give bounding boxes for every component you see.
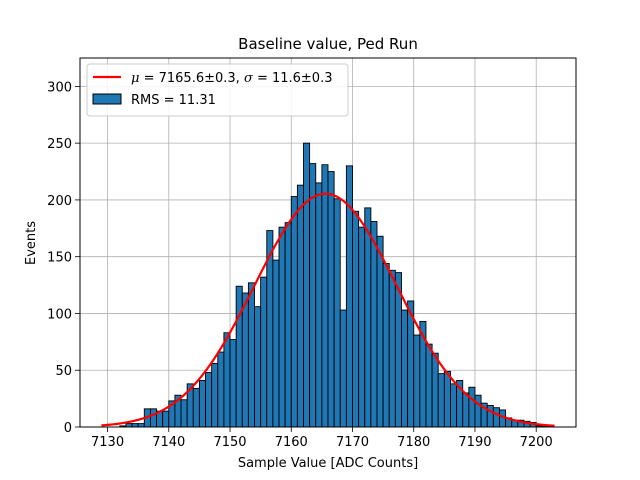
y-axis-label: Events [24, 221, 39, 265]
histogram-bar [425, 343, 433, 428]
x-tick-label: 7180 [397, 435, 430, 450]
histogram-bar [217, 351, 225, 428]
histogram-bar [499, 409, 507, 428]
histogram-bar [198, 379, 206, 428]
histogram-bar [450, 383, 458, 428]
histogram-bar [278, 226, 286, 428]
histogram-bar [352, 210, 360, 428]
histogram-bar [162, 410, 170, 428]
legend-fit-label: μ = 7165.6±0.3, σ = 11.6±0.3 [131, 71, 332, 86]
histogram-bar [247, 282, 255, 428]
y-tick-label: 100 [47, 307, 72, 322]
y-tick-label: 50 [55, 364, 72, 379]
histogram-bar [437, 373, 445, 428]
legend-histogram-swatch [92, 93, 122, 105]
histogram-bar [413, 334, 421, 428]
x-axis-ticks: 7130 7140 7150 7160 7170 7180 7190 7200 [91, 427, 553, 450]
histogram-bar [180, 399, 188, 428]
histogram-bar [137, 423, 145, 428]
axes-frame [79, 57, 577, 428]
y-tick-label: 200 [47, 194, 72, 209]
histogram-bar [149, 408, 157, 428]
chart-title: Baseline value, Ped Run [238, 35, 418, 53]
y-tick-label: 0 [64, 421, 72, 436]
histogram-bar [254, 306, 262, 428]
histogram-bar [443, 370, 451, 428]
x-tick-label: 7200 [520, 435, 553, 450]
histogram-bar [376, 235, 384, 428]
histogram-bar [284, 222, 292, 428]
histogram-bar [486, 404, 494, 428]
x-tick-label: 7170 [336, 435, 369, 450]
histogram-bar [192, 387, 200, 428]
y-tick-label: 150 [47, 251, 72, 266]
histogram-bar [388, 269, 396, 428]
legend: μ = 7165.6±0.3, σ = 11.6±0.3 RMS = 11.31 [86, 63, 349, 117]
histogram-bar [382, 263, 390, 428]
histogram-bar [223, 332, 231, 428]
legend-histogram-label: RMS = 11.31 [131, 93, 216, 108]
histogram-bar [315, 182, 323, 428]
x-tick-label: 7150 [213, 435, 246, 450]
histogram-bar [211, 362, 219, 428]
histogram-bar [492, 407, 500, 428]
histogram-bar [272, 259, 280, 428]
histogram-bar [241, 292, 249, 428]
histogram-bar [370, 221, 378, 428]
x-tick-label: 7140 [152, 435, 185, 450]
histogram-bar [468, 386, 476, 428]
x-tick-label: 7190 [458, 435, 491, 450]
histogram-bar [333, 198, 341, 428]
histogram-bar [321, 164, 329, 428]
histogram-bar [229, 339, 237, 428]
histogram-bar [364, 207, 372, 428]
histogram-bar [296, 184, 304, 428]
histogram-bar [431, 352, 439, 428]
histogram-bar [131, 423, 139, 428]
histogram-bar [474, 394, 482, 428]
gaussian-fit-curve [101, 192, 555, 427]
y-tick-label: 300 [47, 80, 72, 95]
histogram-bar [462, 392, 470, 428]
histogram-bar [309, 163, 317, 428]
histogram-bar [125, 423, 133, 428]
x-tick-label: 7130 [91, 435, 124, 450]
histogram-bar [327, 171, 335, 428]
histogram-bar [290, 196, 298, 428]
histogram-bar [358, 226, 366, 428]
histogram-bar [401, 309, 409, 428]
y-tick-label: 250 [47, 137, 72, 152]
x-tick-label: 7160 [275, 435, 308, 450]
histogram-bar [205, 372, 213, 428]
histogram-bar [339, 309, 347, 428]
legend-box [86, 63, 349, 117]
histogram-bar [407, 300, 415, 428]
histogram-bar [235, 285, 243, 428]
y-axis-ticks: 0 50 100 150 200 250 300 [47, 80, 80, 436]
histogram-bar [303, 142, 311, 428]
histogram-bar [260, 276, 268, 428]
x-axis-label: Sample Value [ADC Counts] [238, 456, 418, 471]
